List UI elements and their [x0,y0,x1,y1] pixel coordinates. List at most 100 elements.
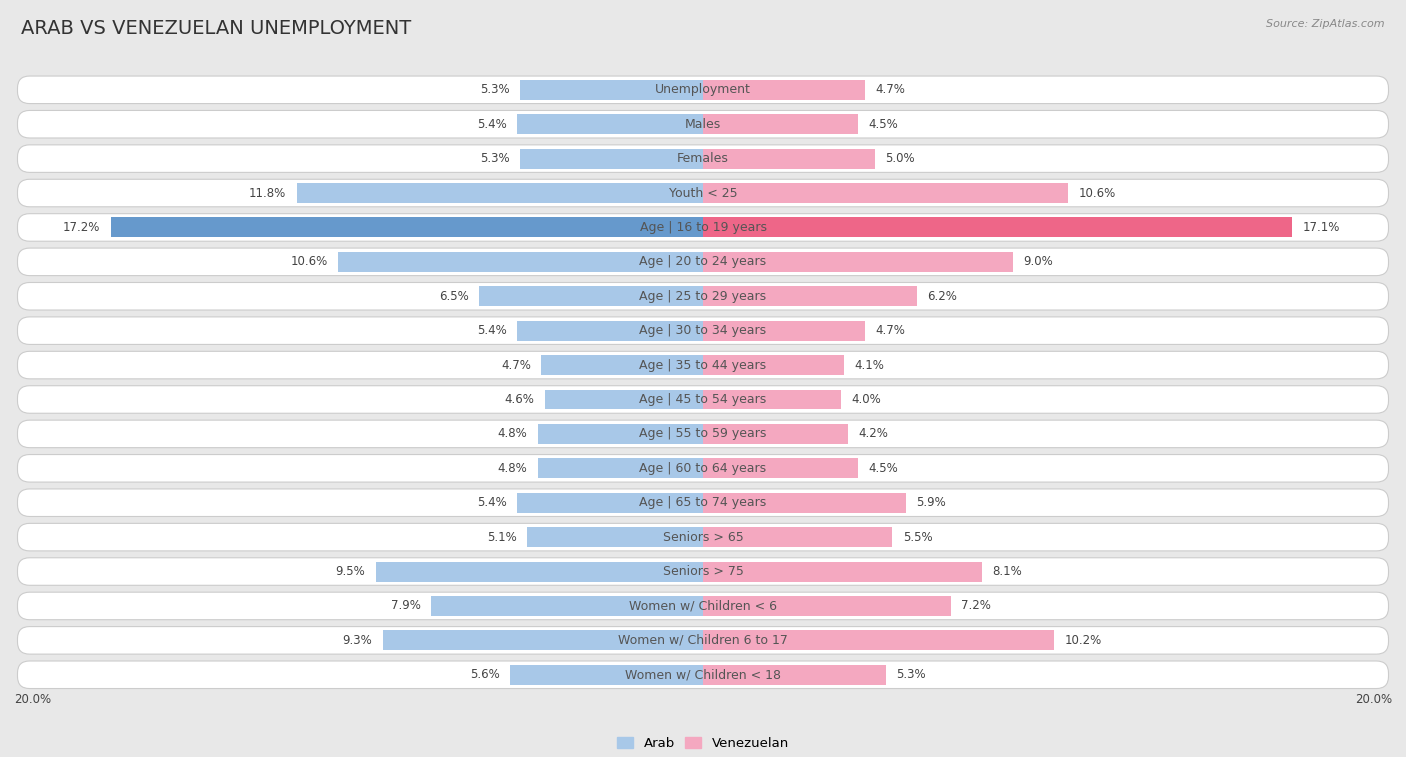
Text: 4.0%: 4.0% [851,393,882,406]
Text: 6.5%: 6.5% [439,290,468,303]
Text: 4.7%: 4.7% [875,83,905,96]
FancyBboxPatch shape [17,454,1389,482]
Text: Age | 65 to 74 years: Age | 65 to 74 years [640,497,766,509]
Bar [703,114,858,134]
FancyBboxPatch shape [17,282,1389,310]
Text: 11.8%: 11.8% [249,186,287,200]
FancyBboxPatch shape [17,179,1389,207]
Bar [703,390,841,410]
Text: 20.0%: 20.0% [14,693,51,706]
Text: Age | 35 to 44 years: Age | 35 to 44 years [640,359,766,372]
Text: 9.3%: 9.3% [343,634,373,646]
FancyBboxPatch shape [17,111,1389,138]
Text: 20.0%: 20.0% [1355,693,1392,706]
Text: Age | 20 to 24 years: Age | 20 to 24 years [640,255,766,268]
Text: 10.2%: 10.2% [1064,634,1102,646]
Legend: Arab, Venezuelan: Arab, Venezuelan [612,731,794,755]
Bar [703,355,844,375]
Text: 5.6%: 5.6% [470,668,499,681]
Text: Females: Females [678,152,728,165]
FancyBboxPatch shape [17,592,1389,620]
Bar [520,79,703,100]
Text: 5.3%: 5.3% [896,668,925,681]
FancyBboxPatch shape [17,661,1389,689]
Text: 7.2%: 7.2% [962,600,991,612]
Bar [541,355,703,375]
Bar [703,286,917,307]
FancyBboxPatch shape [17,145,1389,173]
Text: Seniors > 65: Seniors > 65 [662,531,744,544]
FancyBboxPatch shape [17,386,1389,413]
Bar [375,562,703,581]
FancyBboxPatch shape [17,213,1389,241]
Bar [703,148,875,169]
Text: Youth < 25: Youth < 25 [669,186,737,200]
Bar [703,631,1054,650]
Text: 9.5%: 9.5% [336,565,366,578]
Bar [703,527,893,547]
Text: 5.4%: 5.4% [477,497,506,509]
Text: 17.2%: 17.2% [63,221,100,234]
Bar [703,596,950,616]
Text: 5.3%: 5.3% [481,83,510,96]
Text: Unemployment: Unemployment [655,83,751,96]
Bar [537,458,703,478]
FancyBboxPatch shape [17,76,1389,104]
Text: 4.5%: 4.5% [869,462,898,475]
Bar [703,458,858,478]
Text: Age | 30 to 34 years: Age | 30 to 34 years [640,324,766,337]
Bar [703,252,1012,272]
Text: 5.9%: 5.9% [917,497,946,509]
Text: 9.0%: 9.0% [1024,255,1053,268]
Text: Seniors > 75: Seniors > 75 [662,565,744,578]
FancyBboxPatch shape [17,317,1389,344]
Bar [517,321,703,341]
Text: Age | 16 to 19 years: Age | 16 to 19 years [640,221,766,234]
Text: 5.4%: 5.4% [477,118,506,131]
Text: 5.4%: 5.4% [477,324,506,337]
Bar [703,79,865,100]
Bar [382,631,703,650]
Bar [537,424,703,444]
Text: 4.8%: 4.8% [498,462,527,475]
Bar [544,390,703,410]
Bar [337,252,703,272]
Text: 7.9%: 7.9% [391,600,420,612]
Text: 4.7%: 4.7% [875,324,905,337]
FancyBboxPatch shape [17,627,1389,654]
FancyBboxPatch shape [17,489,1389,516]
Text: Women w/ Children < 6: Women w/ Children < 6 [628,600,778,612]
Text: 5.0%: 5.0% [886,152,915,165]
Bar [527,527,703,547]
Bar [510,665,703,685]
Text: Age | 45 to 54 years: Age | 45 to 54 years [640,393,766,406]
Text: 4.5%: 4.5% [869,118,898,131]
Text: 4.8%: 4.8% [498,428,527,441]
Bar [703,321,865,341]
Bar [703,665,886,685]
FancyBboxPatch shape [17,248,1389,276]
Bar [297,183,703,203]
Bar [703,217,1292,238]
Bar [517,493,703,512]
Text: 4.7%: 4.7% [501,359,531,372]
Bar [479,286,703,307]
Text: Age | 25 to 29 years: Age | 25 to 29 years [640,290,766,303]
Bar [111,217,703,238]
Text: Age | 55 to 59 years: Age | 55 to 59 years [640,428,766,441]
Bar [517,114,703,134]
Text: 10.6%: 10.6% [1078,186,1116,200]
Text: 4.2%: 4.2% [858,428,887,441]
FancyBboxPatch shape [17,523,1389,551]
Bar [430,596,703,616]
Text: 17.1%: 17.1% [1302,221,1340,234]
Text: 5.5%: 5.5% [903,531,932,544]
FancyBboxPatch shape [17,420,1389,447]
Text: 6.2%: 6.2% [927,290,956,303]
Text: Males: Males [685,118,721,131]
Text: Age | 60 to 64 years: Age | 60 to 64 years [640,462,766,475]
Text: 8.1%: 8.1% [993,565,1022,578]
Bar [703,424,848,444]
Text: Source: ZipAtlas.com: Source: ZipAtlas.com [1267,19,1385,29]
Bar [703,183,1069,203]
